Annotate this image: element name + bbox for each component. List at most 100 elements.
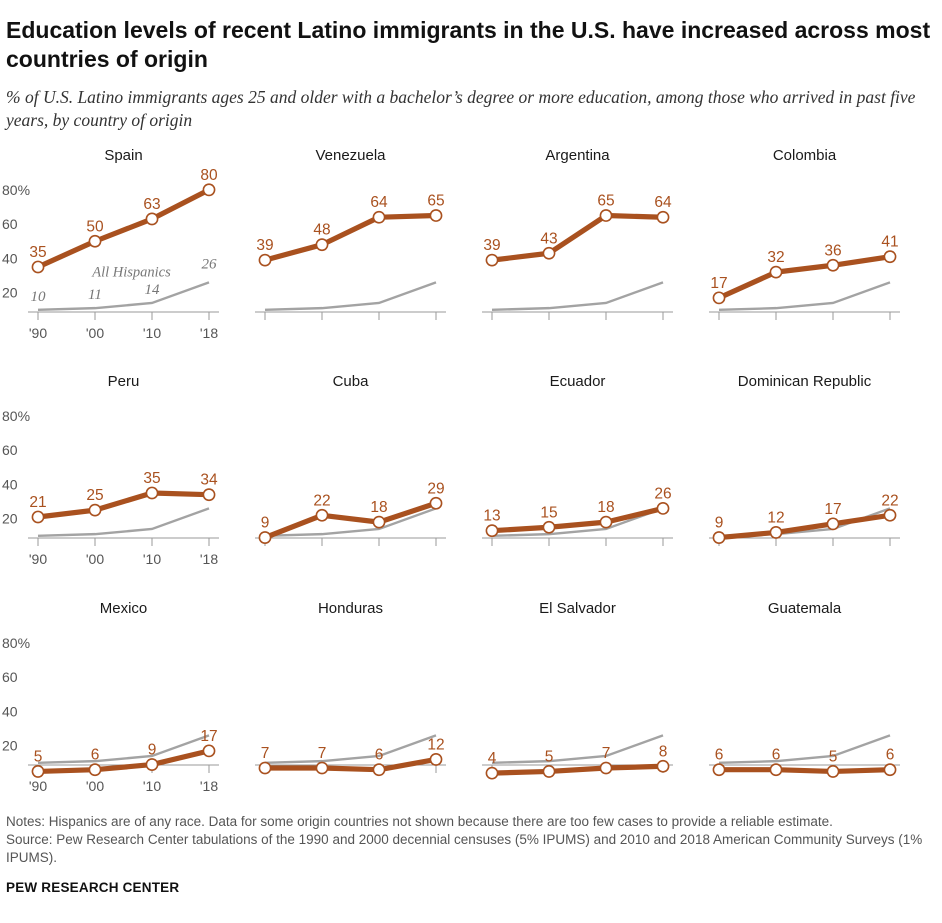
data-point — [372, 515, 386, 529]
country-line — [491, 763, 664, 776]
data-point — [769, 265, 783, 279]
country-line — [36, 187, 211, 270]
data-label: 29 — [427, 480, 444, 497]
data-label: 64 — [370, 194, 388, 211]
y-tick-label: 40 — [2, 703, 18, 719]
data-point — [429, 209, 443, 222]
data-point — [485, 524, 499, 538]
data-point — [315, 238, 329, 252]
data-point — [712, 291, 726, 305]
data-label: 41 — [881, 234, 898, 251]
data-point — [769, 763, 783, 777]
data-label: 4 — [488, 750, 497, 767]
y-tick-label: 20 — [2, 285, 18, 301]
data-label: 36 — [824, 242, 841, 259]
all-hispanics-data-label: 14 — [145, 282, 161, 298]
data-label: 17 — [200, 728, 217, 745]
x-tick-label: '10 — [143, 551, 161, 567]
data-label: 50 — [86, 218, 104, 235]
all-hispanics-line — [718, 734, 891, 765]
data-label: 15 — [540, 504, 557, 521]
data-point — [258, 761, 272, 775]
data-label: 22 — [881, 492, 898, 509]
country-line — [37, 490, 210, 520]
data-label: 6 — [715, 747, 724, 764]
y-tick-label: 40 — [2, 250, 18, 266]
all-hispanics-line — [37, 507, 210, 538]
panel-mexico: Mexico 20 40 60 80% '90 '00 '10 '18 5 6 9 17 — [2, 600, 219, 794]
brand-logo-text: PEW RESEARCH CENTER — [6, 880, 180, 895]
y-tick-label: 60 — [2, 216, 18, 232]
x-tick-label: '18 — [200, 778, 218, 794]
data-label: 12 — [427, 736, 444, 753]
country-line — [717, 254, 891, 301]
y-tick-label: 80% — [2, 408, 30, 424]
data-label: 25 — [86, 487, 103, 504]
data-point — [542, 765, 556, 778]
country-line — [37, 748, 210, 775]
x-tick-label: '90 — [29, 325, 47, 341]
x-tick-label: '18 — [200, 325, 218, 341]
panel-title: Colombia — [773, 147, 837, 164]
data-point — [826, 517, 840, 531]
panel-cuba: Cuba 9 22 18 29 — [255, 373, 446, 546]
chart-title: Education levels of recent Latino immigr… — [6, 17, 931, 72]
data-point — [542, 246, 556, 260]
data-label: 5 — [829, 748, 838, 765]
all-hispanics-line — [37, 734, 210, 765]
data-label: 13 — [483, 508, 500, 525]
y-tick-label: 40 — [2, 476, 18, 492]
data-label: 80 — [200, 167, 218, 184]
data-label: 65 — [427, 193, 444, 210]
data-label: 26 — [654, 485, 671, 502]
data-point — [826, 258, 840, 272]
data-point — [31, 510, 45, 524]
panel-title: El Salvador — [539, 600, 616, 617]
data-point — [599, 515, 613, 529]
x-tick-label: '00 — [86, 778, 104, 794]
data-point — [656, 502, 670, 515]
data-point — [258, 531, 272, 544]
y-tick-label: 80% — [2, 635, 30, 651]
country-line — [719, 767, 891, 775]
panel-colombia: Colombia 17 32 36 41 — [709, 147, 900, 320]
panel-honduras: Honduras 7 7 6 12 — [255, 600, 446, 777]
data-point — [712, 531, 726, 544]
all-hispanics-line — [718, 507, 891, 538]
x-tick-label: '00 — [86, 551, 104, 567]
data-label: 18 — [597, 499, 614, 516]
data-label: 9 — [261, 515, 270, 532]
data-point — [315, 761, 329, 775]
panel-venezuela: Venezuela 39 48 64 65 — [255, 147, 446, 320]
x-tick-label: '90 — [29, 551, 47, 567]
panel-title: Venezuela — [315, 147, 386, 164]
country-line — [491, 212, 664, 263]
all-hispanics-data-label: 10 — [31, 289, 47, 305]
y-tick-label: 20 — [2, 511, 18, 527]
x-tick-label: '00 — [86, 325, 104, 341]
data-label: 8 — [659, 743, 668, 760]
data-label: 43 — [540, 230, 557, 247]
data-point — [883, 508, 897, 522]
y-tick-label: 60 — [2, 669, 18, 685]
x-tick-label: '18 — [200, 551, 218, 567]
data-point — [145, 212, 159, 226]
country-line — [491, 505, 664, 534]
data-label: 21 — [29, 494, 46, 511]
data-label: 6 — [772, 747, 781, 764]
country-line — [265, 756, 437, 773]
data-label: 18 — [370, 499, 387, 516]
data-point — [599, 761, 613, 775]
data-label: 39 — [483, 237, 500, 254]
data-point — [712, 763, 726, 777]
panel-title: Guatemala — [768, 600, 842, 617]
notes-text: Notes: Hispanics are of any race. Data f… — [6, 814, 833, 829]
data-point — [883, 763, 897, 777]
country-line — [264, 212, 437, 263]
panel-title: Mexico — [100, 600, 148, 617]
data-label: 5 — [545, 748, 554, 765]
all-hispanics-line — [491, 734, 664, 765]
data-point — [258, 253, 272, 267]
data-label: 9 — [148, 742, 157, 759]
panel-argentina: Argentina 39 43 65 64 — [482, 147, 673, 320]
